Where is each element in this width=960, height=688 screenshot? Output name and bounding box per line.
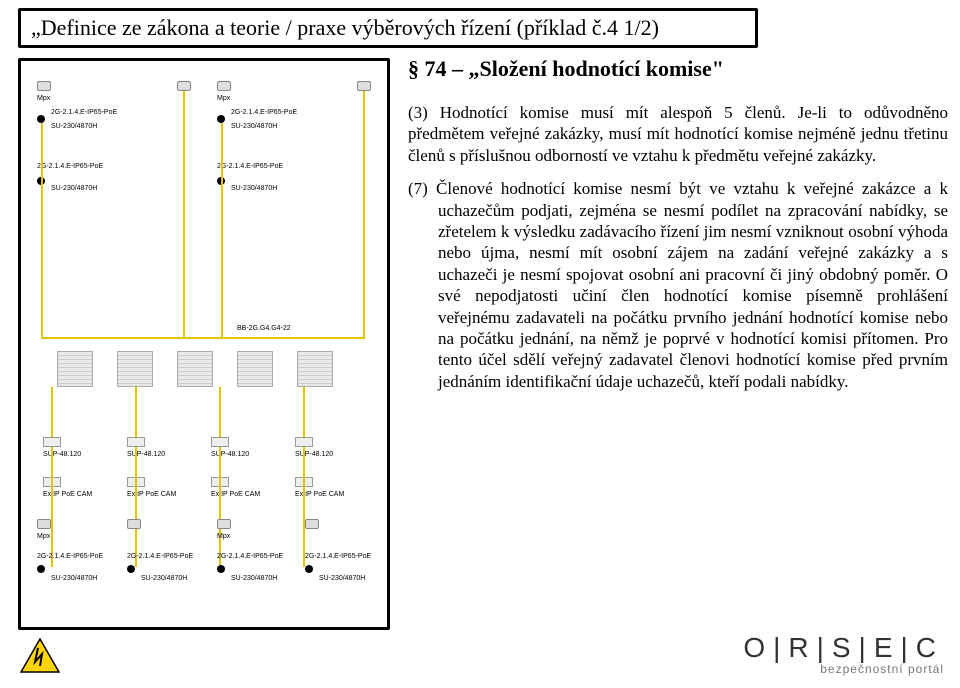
diagram-label: 2G-2.1.4.E-IP65-PoE [37, 553, 103, 560]
section-heading: § 74 – „Složení hodnotící komise" [408, 56, 948, 82]
wire [363, 91, 365, 337]
diagram-label: Mpx [217, 95, 230, 102]
rack-icon [117, 351, 153, 387]
camera-icon [357, 81, 371, 91]
diagram-label: BB-2G.G4.G4-22 [237, 325, 291, 332]
wire [219, 387, 221, 437]
wire [135, 447, 137, 567]
wire [41, 123, 43, 337]
rack-icon [177, 351, 213, 387]
diagram-label: SU-230/4870H [231, 185, 277, 192]
sup-box [295, 437, 313, 447]
logo-sub: bezpečnostní portál [743, 662, 944, 676]
diagram-label: SU-230/4870H [141, 575, 187, 582]
page-title-frame: „Definice ze zákona a teorie / praxe výb… [18, 8, 758, 48]
logo-main: O|R|S|E|C [743, 632, 944, 664]
diagram-label: SU-230/4870H [319, 575, 365, 582]
page-title: „Definice ze zákona a teorie / praxe výb… [31, 15, 659, 40]
wire [221, 123, 223, 337]
diagram-label: 2G-2.1.4.E-IP65-PoE [127, 553, 193, 560]
network-diagram: Mpx Mpx 2G-2.1.4.E-IP65-PoE SU-230/4870H… [27, 67, 381, 621]
node-dot [217, 115, 225, 123]
camera-icon [217, 81, 231, 91]
node-dot [37, 115, 45, 123]
camera-icon [217, 519, 231, 529]
diagram-label: SUP-48.120 [127, 451, 165, 458]
wire [51, 387, 53, 437]
wire [183, 91, 185, 337]
wire [219, 447, 221, 567]
paragraph-3: (3) Hodnotící komise musí mít alespoň 5 … [408, 102, 948, 166]
rack-icon [237, 351, 273, 387]
wire [135, 387, 137, 437]
node-dot [217, 565, 225, 573]
warning-icon [20, 638, 60, 674]
diagram-label: 2G-2.1.4.E-IP65-PoE [305, 553, 371, 560]
node-dot [37, 565, 45, 573]
paragraph-7: (7) Členové hodnotící komise nesmí být v… [408, 178, 948, 392]
diagram-label: SUP-48.120 [43, 451, 81, 458]
node-dot [127, 565, 135, 573]
logo: O|R|S|E|C bezpečnostní portál [743, 632, 944, 676]
diagram-label: SU-230/4870H [231, 123, 277, 130]
diagram-label: 2G-2.1.4.E-IP65-PoE [51, 109, 117, 116]
diagram-frame: Mpx Mpx 2G-2.1.4.E-IP65-PoE SU-230/4870H… [18, 58, 390, 630]
diagram-label: SUP-48.120 [295, 451, 333, 458]
diagram-label: Mpx [37, 533, 50, 540]
diagram-label: SU-230/4870H [231, 575, 277, 582]
wire [51, 447, 53, 567]
diagram-label: 2G-2.1.4.E-IP65-PoE [217, 163, 283, 170]
diagram-label: SU-230/4870H [51, 575, 97, 582]
content-column: § 74 – „Složení hodnotící komise" (3) Ho… [408, 56, 948, 404]
diagram-label: 2G-2.1.4.E-IP65-PoE [231, 109, 297, 116]
camera-icon [127, 519, 141, 529]
camera-icon [177, 81, 191, 91]
diagram-label: Mpx [217, 533, 230, 540]
wire [303, 387, 305, 437]
camera-icon [37, 81, 51, 91]
diagram-label: SU-230/4870H [51, 185, 97, 192]
diagram-label: SU-230/4870H [51, 123, 97, 130]
camera-icon [305, 519, 319, 529]
sup-box [211, 437, 229, 447]
node-dot [305, 565, 313, 573]
diagram-label: 2G-2.1.4.E-IP65-PoE [217, 553, 283, 560]
rack-icon [57, 351, 93, 387]
sup-box [127, 437, 145, 447]
rack-icon [297, 351, 333, 387]
sup-box [43, 437, 61, 447]
camera-icon [37, 519, 51, 529]
wire [303, 447, 305, 567]
diagram-label: Mpx [37, 95, 50, 102]
diagram-label: SUP-48.120 [211, 451, 249, 458]
wire [41, 337, 365, 339]
diagram-label: 2G-2.1.4.E-IP65-PoE [37, 163, 103, 170]
